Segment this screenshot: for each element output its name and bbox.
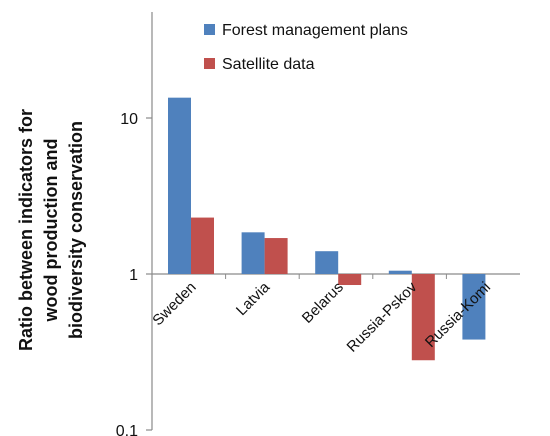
y-axis-title-line-3: biodiversity conservation	[66, 121, 86, 339]
category-label-latvia: Latvia	[233, 278, 274, 319]
bar-satellite-belarus	[338, 274, 362, 286]
bars	[168, 97, 486, 361]
bar-satellite-sweden	[191, 217, 214, 274]
y-axis-title-line-1: Ratio between indicators for	[16, 109, 36, 351]
y-tick-labels: 0.1 1 10	[116, 111, 138, 436]
bar-forest-plans-russia-komi	[462, 274, 486, 340]
legend-swatch-satellite	[204, 58, 215, 69]
bar-satellite-latvia	[264, 238, 288, 274]
category-label-belarus: Belarus	[299, 279, 347, 327]
bar-forest-plans-sweden	[168, 97, 191, 274]
legend-swatch-forest-plans	[204, 24, 215, 35]
y-tick-label: 0.1	[116, 423, 138, 436]
legend: Forest management plans Satellite data	[204, 22, 408, 73]
bar-satellite-russia-pskov	[411, 274, 435, 361]
y-axis-title-line-2: wood production and	[41, 139, 61, 323]
y-tick-label: 10	[120, 111, 138, 128]
bar-forest-plans-latvia	[241, 232, 265, 274]
legend-label-forest-plans: Forest management plans	[222, 22, 408, 39]
bar-forest-plans-russia-pskov	[388, 270, 412, 274]
legend-label-satellite: Satellite data	[222, 56, 315, 73]
category-label-sweden: Sweden	[149, 279, 199, 329]
category-label-russia-pskov: Russia-Pskov	[344, 278, 421, 355]
y-axis-title: Ratio between indicators for wood produc…	[16, 109, 86, 351]
bar-forest-plans-belarus	[315, 251, 339, 274]
y-tick-label: 1	[129, 267, 138, 284]
